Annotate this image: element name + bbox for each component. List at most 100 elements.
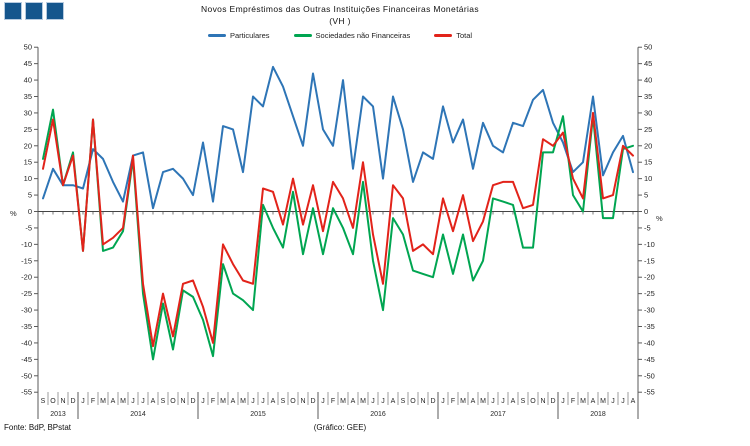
svg-text:A: A [231,398,236,405]
svg-text:A: A [391,398,396,405]
svg-text:M: M [340,398,346,405]
svg-text:J: J [371,398,375,405]
svg-text:A: A [631,398,636,405]
legend-item: Sociedades não Financeiras [293,31,410,40]
svg-text:-20: -20 [644,273,655,282]
legend-item-label: Particulares [229,31,270,40]
svg-text:-10: -10 [21,240,32,249]
svg-text:M: M [580,398,586,405]
svg-text:M: M [240,398,246,405]
legend-swatch [434,34,453,37]
legend-item-label: Total [456,31,473,40]
svg-text:A: A [111,398,116,405]
svg-text:35: 35 [24,92,32,101]
svg-text:D: D [190,398,195,405]
svg-text:30: 30 [644,108,652,117]
svg-text:J: J [561,398,565,405]
svg-text:J: J [81,398,85,405]
svg-text:2015: 2015 [250,411,266,418]
svg-text:M: M [220,398,226,405]
svg-text:15: 15 [24,158,32,167]
svg-text:N: N [180,398,185,405]
svg-text:O: O [50,398,56,405]
svg-text:-25: -25 [21,289,32,298]
series-Sociedades não Financeiras [42,108,634,361]
svg-text:%: % [656,214,663,223]
svg-text:F: F [331,398,335,405]
svg-text:A: A [151,398,156,405]
source-note: Fonte: BdP, BPstat [4,423,72,432]
logo-squares [4,2,64,20]
svg-text:D: D [70,398,75,405]
svg-text:J: J [251,398,255,405]
svg-text:D: D [310,398,315,405]
legend-item: Particulares [207,31,270,40]
svg-text:M: M [120,398,126,405]
svg-text:50: 50 [644,43,652,52]
svg-text:J: J [491,398,495,405]
svg-text:25: 25 [644,125,652,134]
svg-text:0: 0 [28,207,32,216]
svg-text:M: M [100,398,106,405]
svg-text:J: J [621,398,625,405]
svg-text:2017: 2017 [490,411,506,418]
svg-text:%: % [10,209,17,218]
svg-text:-50: -50 [644,371,655,380]
series-Particulares [42,65,634,210]
svg-text:2014: 2014 [130,411,146,418]
credit-note: (Gráfico: GEE) [313,423,367,432]
svg-text:-35: -35 [21,322,32,331]
svg-text:D: D [550,398,555,405]
svg-text:10: 10 [644,174,652,183]
svg-text:-35: -35 [644,322,655,331]
svg-text:-25: -25 [644,289,655,298]
svg-text:5: 5 [644,191,648,200]
legend-swatch [207,34,226,37]
svg-text:0: 0 [644,207,648,216]
svg-text:M: M [480,398,486,405]
svg-text:S: S [521,398,526,405]
svg-text:S: S [41,398,46,405]
series-Total [42,111,634,348]
svg-text:J: J [261,398,265,405]
svg-text:2018: 2018 [590,411,606,418]
svg-text:-15: -15 [21,256,32,265]
svg-text:S: S [281,398,286,405]
svg-text:5: 5 [28,191,32,200]
logo-square [25,2,43,20]
svg-text:J: J [441,398,445,405]
legend: Particulares Sociedades não Financeiras To… [0,31,680,40]
svg-text:A: A [511,398,516,405]
chart-title: Novos Empréstimos das Outras Instituiçõe… [201,4,479,14]
svg-text:25: 25 [24,125,32,134]
svg-text:-40: -40 [21,338,32,347]
svg-text:15: 15 [644,158,652,167]
svg-text:-15: -15 [644,256,655,265]
svg-text:2013: 2013 [50,411,66,418]
svg-text:D: D [430,398,435,405]
svg-text:-30: -30 [644,306,655,315]
svg-text:40: 40 [644,76,652,85]
svg-text:F: F [91,398,95,405]
svg-text:O: O [410,398,416,405]
svg-text:-50: -50 [21,371,32,380]
svg-text:-40: -40 [644,338,655,347]
svg-text:A: A [591,398,596,405]
svg-text:-45: -45 [644,355,655,364]
svg-text:M: M [360,398,366,405]
svg-text:-55: -55 [21,388,32,397]
svg-text:-45: -45 [21,355,32,364]
svg-text:J: J [131,398,135,405]
chart-subtitle: (VH ) [329,16,351,26]
svg-text:45: 45 [644,59,652,68]
svg-text:S: S [401,398,406,405]
svg-text:J: J [141,398,145,405]
legend-item: Total [434,31,472,40]
svg-text:50: 50 [24,43,32,52]
svg-text:J: J [611,398,615,405]
svg-text:N: N [540,398,545,405]
svg-text:35: 35 [644,92,652,101]
svg-text:-55: -55 [644,388,655,397]
